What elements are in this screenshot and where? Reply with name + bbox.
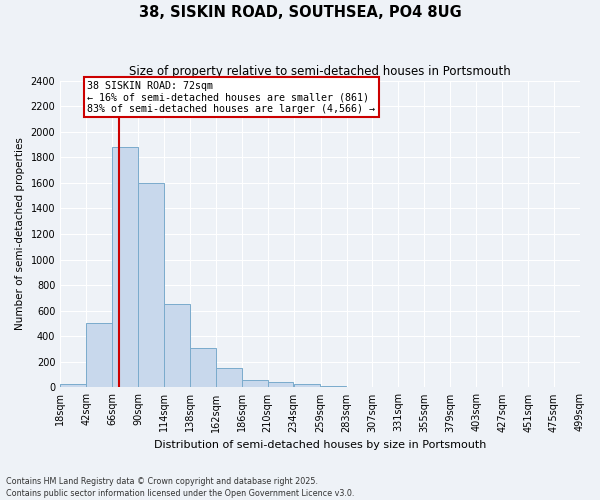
- X-axis label: Distribution of semi-detached houses by size in Portsmouth: Distribution of semi-detached houses by …: [154, 440, 486, 450]
- Bar: [294, 384, 320, 388]
- Text: 38, SISKIN ROAD, SOUTHSEA, PO4 8UG: 38, SISKIN ROAD, SOUTHSEA, PO4 8UG: [139, 5, 461, 20]
- Bar: [190, 348, 215, 388]
- Y-axis label: Number of semi-detached properties: Number of semi-detached properties: [15, 138, 25, 330]
- Bar: [321, 386, 346, 388]
- Bar: [164, 304, 190, 388]
- Bar: [60, 384, 86, 388]
- Bar: [112, 147, 138, 388]
- Bar: [138, 183, 164, 388]
- Text: Contains HM Land Registry data © Crown copyright and database right 2025.
Contai: Contains HM Land Registry data © Crown c…: [6, 476, 355, 498]
- Title: Size of property relative to semi-detached houses in Portsmouth: Size of property relative to semi-detach…: [129, 65, 511, 78]
- Bar: [268, 382, 293, 388]
- Bar: [242, 380, 268, 388]
- Bar: [86, 324, 112, 388]
- Text: 38 SISKIN ROAD: 72sqm
← 16% of semi-detached houses are smaller (861)
83% of sem: 38 SISKIN ROAD: 72sqm ← 16% of semi-deta…: [87, 80, 375, 114]
- Bar: [216, 368, 242, 388]
- Bar: [347, 387, 373, 388]
